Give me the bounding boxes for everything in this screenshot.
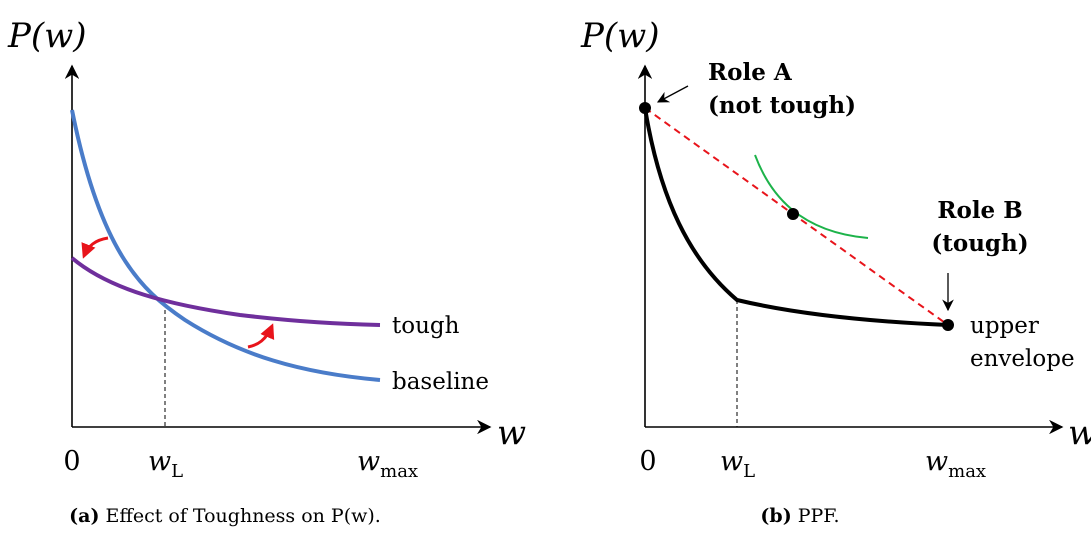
envelope-curve xyxy=(643,107,949,327)
x-label: w xyxy=(497,413,526,453)
tick-label: wL xyxy=(720,446,755,482)
y-label: P(w) xyxy=(7,16,87,56)
caption-text: Effect of Toughness on P(w). xyxy=(105,505,380,527)
tick-label: 0 xyxy=(639,446,656,477)
panel-b: P(w) w 0 wL wmax Role A (not tough) Role… xyxy=(580,16,1091,527)
envelope-label: envelope xyxy=(970,346,1075,372)
curve-label: baseline xyxy=(392,369,489,395)
caption-tag: (b) xyxy=(760,505,791,527)
tick-sub: L xyxy=(171,461,183,482)
tick-main: w xyxy=(925,446,948,477)
curve-label: tough xyxy=(392,313,460,339)
panel-a: P(w) w 0 wL wmax tough baseline (a) Effe… xyxy=(7,16,526,527)
shift-arrow xyxy=(247,323,275,349)
baseline-curve xyxy=(70,109,381,382)
pointer-arrow xyxy=(656,85,689,103)
tick-label: 0 xyxy=(63,446,80,477)
x-label: w xyxy=(1068,413,1091,453)
shift-arrow xyxy=(81,236,109,259)
tough-curve xyxy=(70,256,381,327)
caption: (b) PPF. xyxy=(760,505,839,527)
role-b-label: (tough) xyxy=(931,230,1028,257)
tick-sub: max xyxy=(380,461,418,482)
role-b-point xyxy=(942,319,954,331)
caption-tag: (a) xyxy=(69,505,99,527)
tick-label: wmax xyxy=(357,446,418,482)
role-b-label: Role B xyxy=(937,197,1022,224)
role-a-point xyxy=(639,102,651,114)
tick-main: w xyxy=(148,446,171,477)
optimum-point xyxy=(787,208,799,220)
indifference-curve xyxy=(754,154,869,239)
envelope-label: upper xyxy=(970,313,1039,339)
role-a-label: Role A xyxy=(708,59,793,86)
caption-text: PPF. xyxy=(798,505,840,527)
tick-main: w xyxy=(720,446,743,477)
tick-sub: max xyxy=(948,461,986,482)
role-a-label: (not tough) xyxy=(708,92,856,119)
tick-main: w xyxy=(357,446,380,477)
caption: (a) Effect of Toughness on P(w). xyxy=(69,505,381,527)
y-label: P(w) xyxy=(580,16,660,56)
tick-sub: L xyxy=(743,461,755,482)
tick-label: wmax xyxy=(925,446,986,482)
tick-label: wL xyxy=(148,446,183,482)
